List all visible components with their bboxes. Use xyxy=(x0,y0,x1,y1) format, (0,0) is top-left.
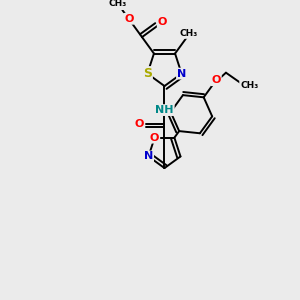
Text: S: S xyxy=(143,67,152,80)
Text: N: N xyxy=(177,69,186,79)
Text: O: O xyxy=(212,75,221,85)
Text: CH₃: CH₃ xyxy=(240,81,258,90)
Text: CH₃: CH₃ xyxy=(108,0,126,8)
Text: O: O xyxy=(124,14,134,24)
Text: O: O xyxy=(150,133,159,143)
Text: N: N xyxy=(144,152,153,161)
Text: NH: NH xyxy=(155,105,174,115)
Text: O: O xyxy=(158,17,167,27)
Text: CH₃: CH₃ xyxy=(179,29,198,38)
Text: O: O xyxy=(135,119,144,129)
